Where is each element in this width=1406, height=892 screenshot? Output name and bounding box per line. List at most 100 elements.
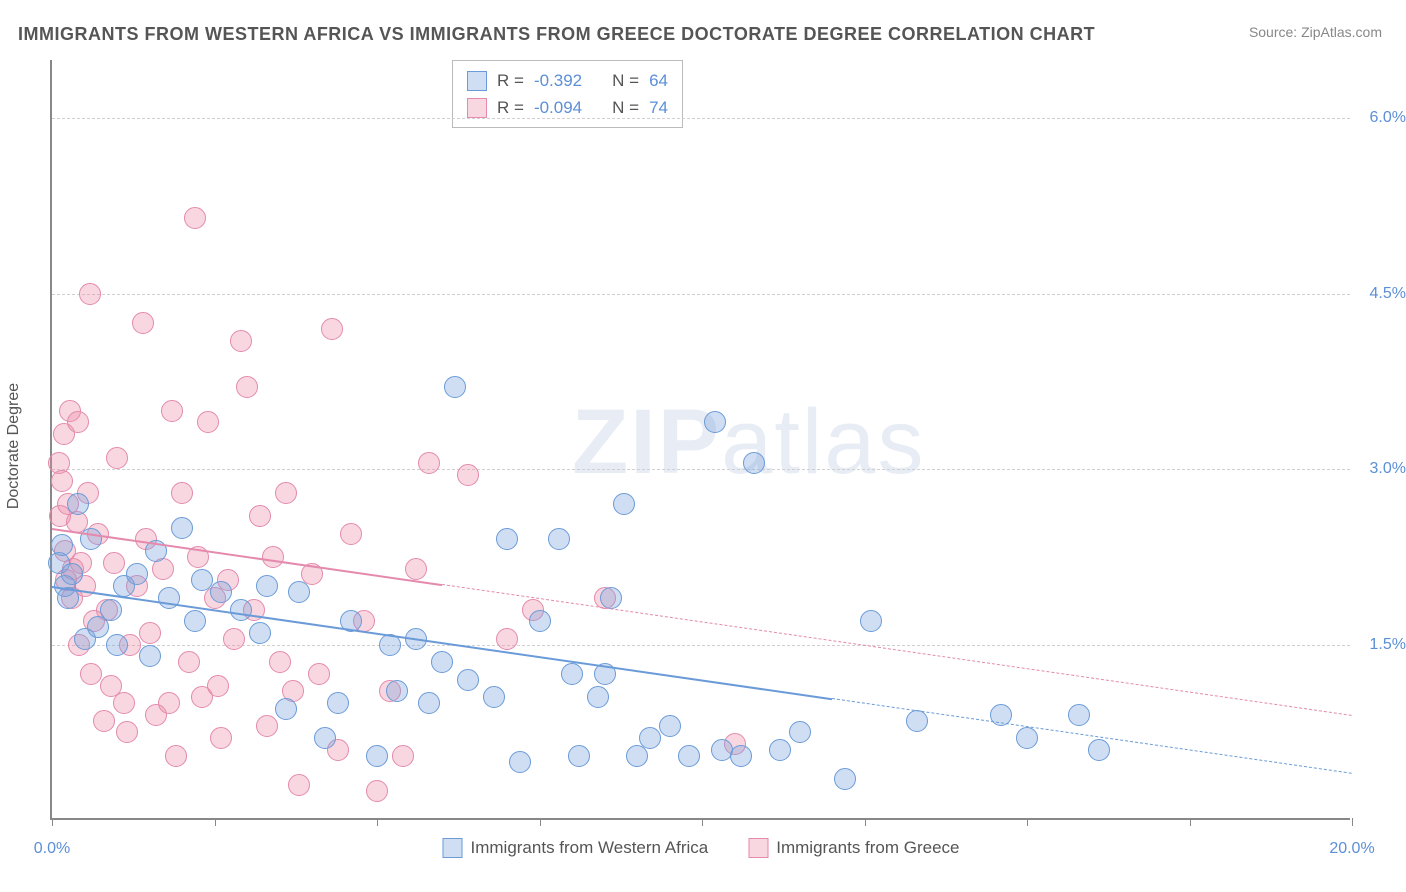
n-value: 74 [649, 94, 668, 121]
data-point [366, 780, 388, 802]
watermark-rest: atlas [721, 391, 925, 493]
data-point [678, 745, 700, 767]
data-point [561, 663, 583, 685]
data-point [158, 692, 180, 714]
x-tick [540, 818, 541, 826]
data-point [789, 721, 811, 743]
data-point [418, 692, 440, 714]
trend-line [52, 586, 832, 700]
data-point [256, 575, 278, 597]
legend-row: R =-0.392N =64 [467, 67, 668, 94]
series-legend: Immigrants from Western AfricaImmigrants… [442, 838, 959, 858]
data-point [67, 493, 89, 515]
x-tick [215, 818, 216, 826]
data-point [116, 721, 138, 743]
data-point [327, 692, 349, 714]
plot-area: ZIPatlas R =-0.392N =64R =-0.094N =74 Im… [50, 60, 1350, 820]
data-point [106, 634, 128, 656]
data-point [230, 599, 252, 621]
data-point [308, 663, 330, 685]
data-point [80, 663, 102, 685]
gridline [52, 469, 1350, 470]
data-point [457, 464, 479, 486]
data-point [906, 710, 928, 732]
x-tick [1190, 818, 1191, 826]
data-point [568, 745, 590, 767]
data-point [496, 628, 518, 650]
trend-line [832, 698, 1352, 774]
source-link[interactable]: ZipAtlas.com [1301, 24, 1382, 40]
n-value: 64 [649, 67, 668, 94]
data-point [165, 745, 187, 767]
data-point [184, 207, 206, 229]
data-point [256, 715, 278, 737]
data-point [184, 610, 206, 632]
data-point [496, 528, 518, 550]
data-point [1088, 739, 1110, 761]
x-tick [377, 818, 378, 826]
data-point [126, 563, 148, 585]
legend-swatch [467, 71, 487, 91]
data-point [178, 651, 200, 673]
y-tick-label: 4.5% [1370, 285, 1406, 303]
gridline [52, 118, 1350, 119]
r-value: -0.392 [534, 67, 582, 94]
legend-row: R =-0.094N =74 [467, 94, 668, 121]
y-tick-label: 3.0% [1370, 460, 1406, 478]
data-point [587, 686, 609, 708]
data-point [288, 774, 310, 796]
data-point [386, 680, 408, 702]
data-point [210, 581, 232, 603]
data-point [113, 692, 135, 714]
data-point [483, 686, 505, 708]
data-point [262, 546, 284, 568]
data-point [171, 482, 193, 504]
data-point [418, 452, 440, 474]
data-point [613, 493, 635, 515]
gridline [52, 645, 1350, 646]
watermark: ZIPatlas [572, 390, 925, 495]
data-point [639, 727, 661, 749]
data-point [230, 330, 252, 352]
data-point [161, 400, 183, 422]
data-point [210, 727, 232, 749]
watermark-bold: ZIP [572, 391, 721, 493]
data-point [139, 645, 161, 667]
data-point [51, 534, 73, 556]
data-point [529, 610, 551, 632]
n-label: N = [612, 67, 639, 94]
y-axis-title: Doctorate Degree [5, 383, 23, 509]
data-point [392, 745, 414, 767]
trend-line [442, 584, 1352, 716]
data-point [366, 745, 388, 767]
data-point [100, 599, 122, 621]
y-tick-label: 6.0% [1370, 109, 1406, 127]
legend-swatch [748, 838, 768, 858]
x-tick [702, 818, 703, 826]
data-point [509, 751, 531, 773]
data-point [730, 745, 752, 767]
n-label: N = [612, 94, 639, 121]
data-point [743, 452, 765, 474]
gridline [52, 294, 1350, 295]
data-point [1068, 704, 1090, 726]
r-value: -0.094 [534, 94, 582, 121]
data-point [860, 610, 882, 632]
data-point [249, 505, 271, 527]
data-point [191, 569, 213, 591]
source-label: Source: [1249, 24, 1297, 40]
data-point [600, 587, 622, 609]
data-point [704, 411, 726, 433]
data-point [249, 622, 271, 644]
data-point [103, 552, 125, 574]
data-point [171, 517, 193, 539]
data-point [1016, 727, 1038, 749]
legend-swatch [442, 838, 462, 858]
data-point [659, 715, 681, 737]
data-point [51, 470, 73, 492]
y-tick-label: 1.5% [1370, 636, 1406, 654]
data-point [93, 710, 115, 732]
data-point [314, 727, 336, 749]
data-point [288, 581, 310, 603]
data-point [444, 376, 466, 398]
